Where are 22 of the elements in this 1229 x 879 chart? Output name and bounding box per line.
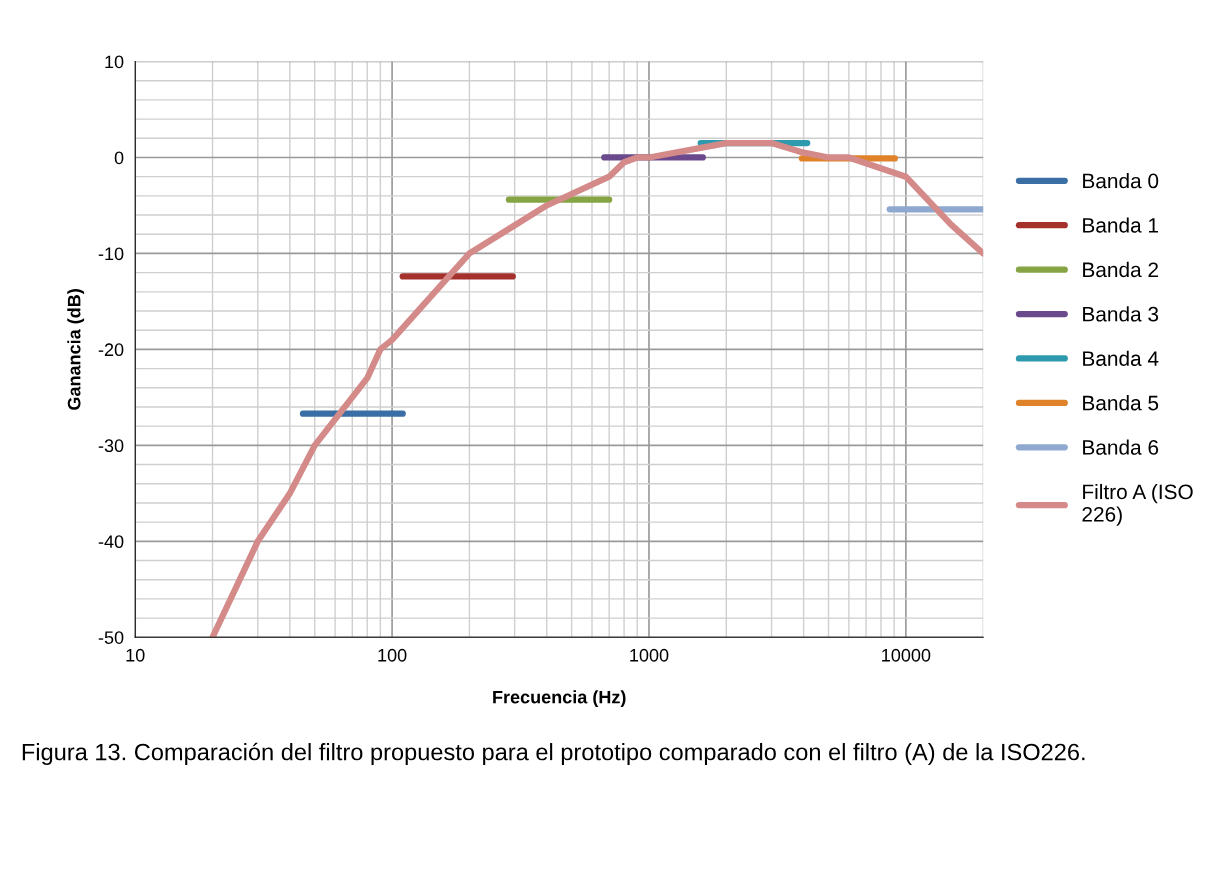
x-tick-label: 10000	[882, 648, 931, 662]
y-tick-label: -30	[98, 439, 124, 453]
y-tick-label: -10	[98, 247, 124, 261]
x-axis-title: Frecuencia (Hz)	[493, 690, 626, 708]
y-tick-label: -50	[98, 631, 124, 644]
x-tick-label: 10	[126, 648, 145, 662]
legend-label: Banda 3	[1083, 306, 1159, 322]
y-axis-title: Ganancia (dB)	[67, 289, 85, 410]
y-tick-label: 0	[114, 151, 124, 165]
x-tick-label: 100	[378, 648, 407, 662]
legend-label: Filtro A (ISO 226)	[1082, 483, 1193, 526]
legend-label: Banda 0	[1083, 173, 1159, 189]
legend-label: Banda 6	[1083, 439, 1159, 455]
legend-label: Banda 2	[1083, 261, 1158, 278]
legend-label: Banda 4	[1083, 350, 1159, 366]
y-tick-label: -40	[98, 535, 124, 549]
x-tick-label: 1000	[630, 648, 669, 662]
y-tick-label: -20	[98, 343, 124, 357]
legend-label: Banda 1	[1083, 217, 1159, 233]
legend-label: Banda 5	[1083, 395, 1159, 411]
y-tick-label: 10	[105, 55, 124, 69]
text: Figura 13. Comparación del filtro propuesto para el prototipo comparado con el filtro (A) de la ISO226.	[22, 742, 1085, 766]
